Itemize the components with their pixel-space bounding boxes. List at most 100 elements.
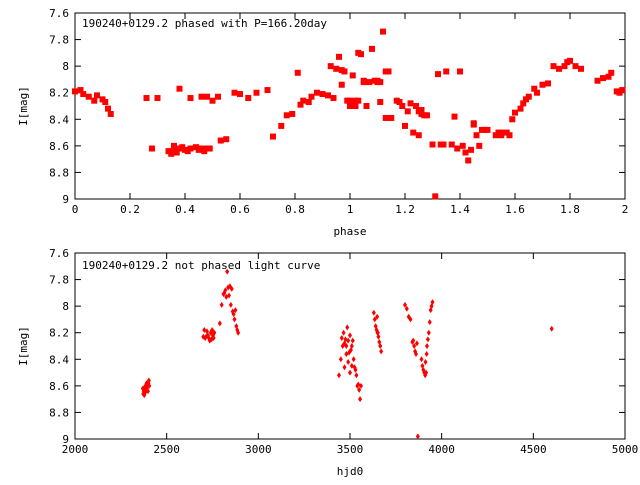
data-point: [212, 329, 217, 336]
data-point: [146, 377, 151, 384]
data-point: [371, 309, 376, 316]
data-point: [462, 149, 469, 156]
x-tick-label: 0.2: [120, 203, 140, 216]
data-point: [520, 100, 527, 107]
y-tick-label: 7.6: [49, 7, 69, 20]
data-point: [349, 343, 354, 349]
data-point: [229, 285, 234, 292]
y-tick-label: 8.2: [49, 87, 69, 100]
data-point: [561, 63, 568, 70]
data-point: [578, 65, 584, 72]
data-point: [227, 292, 231, 299]
data-point: [336, 53, 342, 60]
phased-light-curve-panel: 0 0.2 0.4 0.6 0.8 1 1.2 1.4 1.6 1.8 2 7.6 7.8 8 8.2 8.4…: [17, 7, 628, 238]
data-point: [429, 141, 436, 148]
data-point: [404, 305, 409, 312]
data-point: [245, 95, 252, 102]
data-point: [228, 301, 233, 308]
tick-labels: 0 0.2 0.4 0.6 0.8 1 1.2 1.4 1.6 1.8 2 7.6 7.8 8 8.2 8.4…: [49, 7, 628, 216]
y-tick-label: 8.4: [49, 353, 69, 366]
data-point: [440, 141, 447, 148]
data-point: [457, 68, 463, 75]
data-point: [346, 358, 351, 365]
data-point: [448, 141, 455, 148]
data-point: [473, 132, 480, 139]
y-tick-label: 7.6: [49, 247, 69, 260]
data-point: [333, 65, 340, 72]
data-point: [412, 343, 417, 349]
data-point: [264, 87, 271, 94]
data-point: [415, 433, 420, 440]
data-point: [233, 307, 238, 314]
tick-labels: 2000 2500 3000 3500 4000 4500 5000 7.6 7.8 8 8.2 8.…: [49, 247, 638, 456]
data-point: [358, 51, 364, 58]
data-point: [426, 329, 431, 336]
x-tick-label: 0.4: [175, 203, 195, 216]
data-point: [345, 324, 350, 331]
data-point: [206, 145, 213, 152]
data-point: [348, 369, 352, 376]
data-point: [231, 311, 236, 318]
y-tick-label: 7.8: [49, 34, 69, 47]
data-point: [414, 350, 418, 357]
data-point: [432, 193, 439, 200]
x-tick-label: 1.2: [395, 203, 415, 216]
data-point: [187, 95, 194, 102]
data-point: [85, 93, 92, 100]
data-point: [379, 348, 384, 355]
data-point: [327, 63, 334, 70]
data-point: [468, 146, 474, 153]
y-tick-label: 7.8: [49, 274, 69, 287]
data-point: [443, 68, 450, 75]
data-point: [378, 343, 383, 349]
data-point: [435, 71, 441, 78]
data-point: [517, 105, 524, 112]
y-tick-label: 8.8: [49, 166, 69, 179]
unphased-light-curve-panel: 2000 2500 3000 3500 4000 4500 5000 7.6 7.8 8 8.2 8.…: [17, 247, 638, 478]
data-point: [344, 350, 349, 357]
data-point: [484, 126, 491, 133]
data-point: [319, 91, 326, 98]
data-point: [423, 358, 428, 365]
data-point: [550, 63, 557, 70]
data-point: [415, 132, 422, 139]
data-point: [347, 97, 353, 104]
x-tick-label: 2500: [153, 443, 180, 456]
data-point: [215, 93, 221, 100]
data-point: [289, 110, 296, 117]
data-point: [377, 99, 384, 106]
data-point: [294, 69, 301, 76]
data-point: [404, 108, 411, 115]
data-point: [382, 114, 389, 121]
x-tick-label: 1.8: [560, 203, 580, 216]
data-point: [338, 81, 345, 88]
data-point: [143, 389, 148, 396]
x-tick-label: 4500: [520, 443, 547, 456]
data-point: [176, 85, 183, 92]
data-point: [608, 69, 615, 76]
data-point: [314, 89, 320, 96]
data-point: [372, 316, 377, 323]
x-tick-label: 0.8: [285, 203, 305, 216]
x-axis-label: hjd0: [337, 465, 364, 478]
data-point: [594, 77, 601, 84]
data-point: [619, 87, 626, 94]
chart-title: 190240+0129.2 phased with P=166.20day: [82, 17, 327, 30]
data-point: [94, 92, 100, 99]
x-tick-label: 3500: [337, 443, 364, 456]
y-tick-label: 8.2: [49, 327, 69, 340]
data-point: [512, 109, 518, 116]
data-point: [425, 343, 429, 349]
y-tick-label: 8.4: [49, 113, 69, 126]
data-point: [225, 268, 230, 275]
data-point: [149, 145, 155, 152]
data-point: [403, 301, 407, 308]
y-tick-label: 9: [62, 433, 69, 446]
tick-marks: [74, 12, 626, 200]
data-point: [605, 73, 612, 80]
data-point: [211, 335, 216, 342]
x-tick-label: 2: [622, 203, 629, 216]
data-point: [357, 386, 362, 393]
data-point: [308, 93, 315, 100]
